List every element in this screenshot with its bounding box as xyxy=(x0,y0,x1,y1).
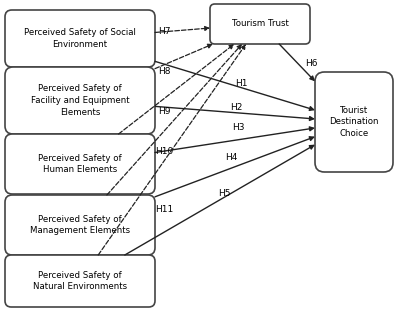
FancyBboxPatch shape xyxy=(5,10,155,67)
Text: Tourism Trust: Tourism Trust xyxy=(232,19,288,28)
Text: H1: H1 xyxy=(235,80,248,89)
Text: H11: H11 xyxy=(155,204,173,213)
Text: Perceived Safety of Social
Environment: Perceived Safety of Social Environment xyxy=(24,28,136,49)
Text: H5: H5 xyxy=(218,189,230,198)
Text: H6: H6 xyxy=(305,60,318,69)
Text: Perceived Safety of
Facility and Equipment
Elements: Perceived Safety of Facility and Equipme… xyxy=(31,84,129,117)
FancyBboxPatch shape xyxy=(5,67,155,134)
Text: Perceived Safety of
Natural Environments: Perceived Safety of Natural Environments xyxy=(33,271,127,291)
Text: H9: H9 xyxy=(158,108,170,116)
Text: H4: H4 xyxy=(225,153,237,162)
Text: H3: H3 xyxy=(232,123,244,131)
FancyBboxPatch shape xyxy=(5,255,155,307)
Text: Tourist
Destination
Choice: Tourist Destination Choice xyxy=(329,106,379,138)
Text: H8: H8 xyxy=(158,67,170,76)
FancyBboxPatch shape xyxy=(5,134,155,194)
Text: Perceived Safety of
Human Elements: Perceived Safety of Human Elements xyxy=(38,154,122,174)
FancyBboxPatch shape xyxy=(210,4,310,44)
FancyBboxPatch shape xyxy=(315,72,393,172)
Text: H10: H10 xyxy=(155,148,173,157)
FancyBboxPatch shape xyxy=(5,195,155,255)
Text: H7: H7 xyxy=(158,27,170,36)
Text: Perceived Safety of
Management Elements: Perceived Safety of Management Elements xyxy=(30,215,130,235)
Text: H2: H2 xyxy=(230,103,242,111)
